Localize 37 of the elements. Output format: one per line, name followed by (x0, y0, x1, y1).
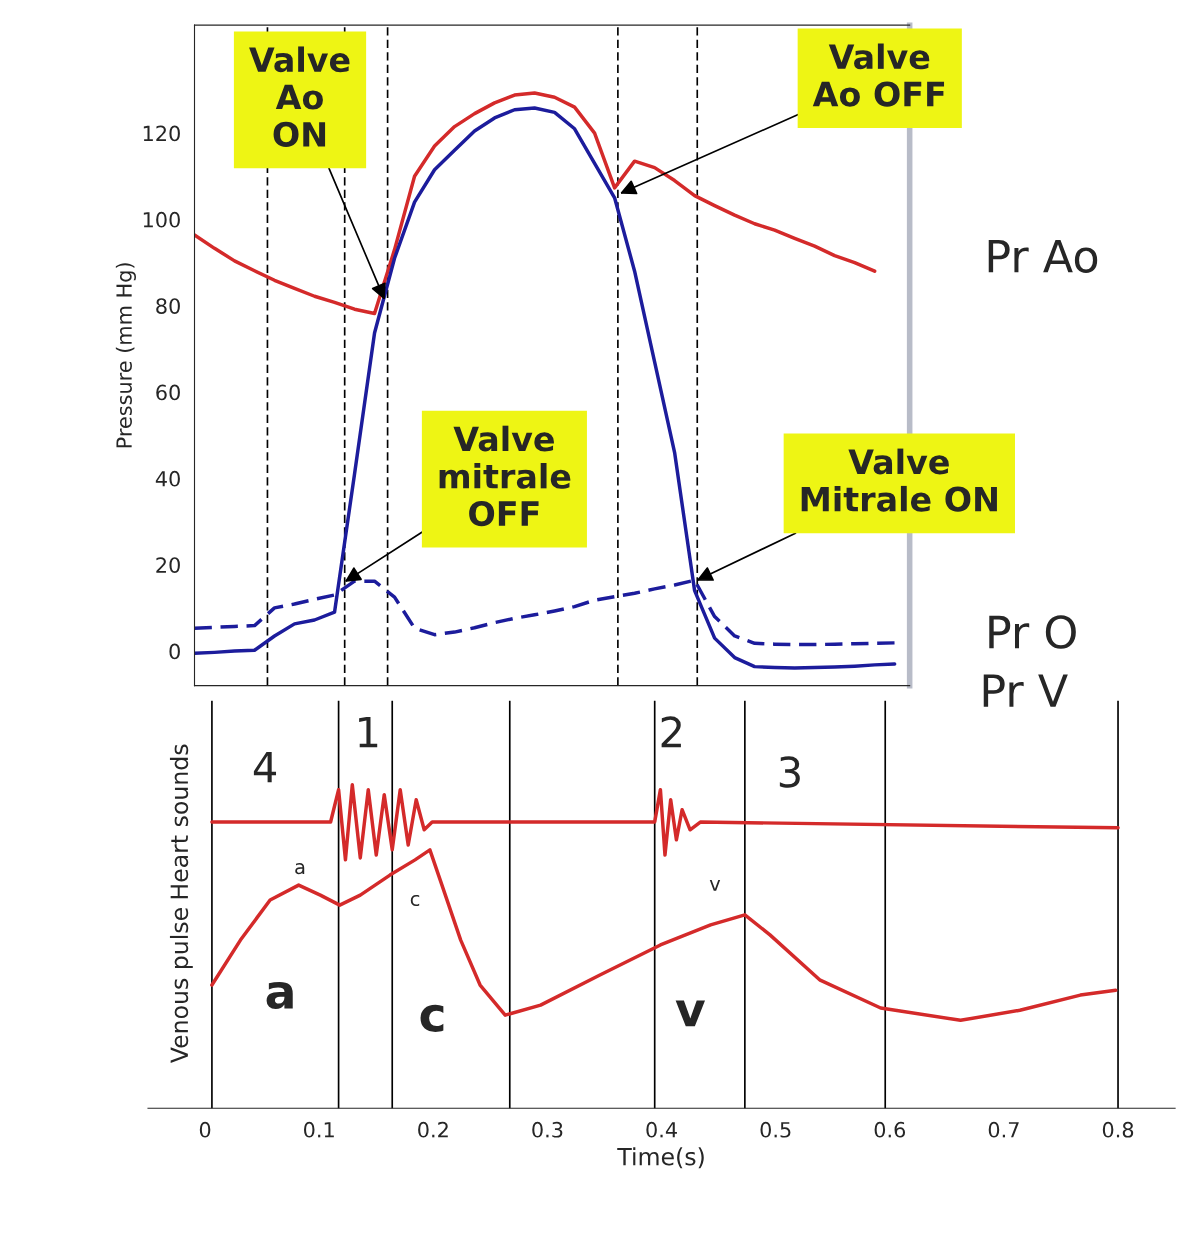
x-tick-label: 0.6 (874, 1121, 906, 1138)
annotation: v (709, 880, 721, 891)
x-tick-label: 0.8 (1102, 1121, 1134, 1138)
x-tick-label: 0 (199, 1121, 211, 1138)
annotation: 3 (779, 756, 800, 788)
annotation: c (420, 1004, 444, 1032)
text: 2 (661, 716, 681, 748)
x-tick-label: 0.7 (988, 1121, 1019, 1138)
x-tick-label: 0.2 (418, 1121, 448, 1138)
x-tick-label: 0.3 (532, 1121, 563, 1138)
annotation: Valve mitrale OFF (439, 425, 571, 527)
text: Pr Ao (988, 239, 1098, 273)
text: Pr V (983, 674, 1068, 707)
text: Venous pulse (169, 908, 193, 1064)
y-tick-label: 100 (143, 211, 180, 228)
x-tick-label: 0.5 (760, 1121, 791, 1138)
y-tick-label: 0 (169, 643, 180, 660)
x-tick-label: 0.1 (304, 1121, 334, 1138)
y-tick-label: 120 (143, 125, 180, 142)
text: 4 (253, 751, 277, 783)
text: 1 (359, 716, 378, 748)
annotation: Valve Mitrale ON (801, 448, 997, 512)
y-tick-label: 40 (155, 470, 180, 487)
annotation: Valve Ao OFF (812, 43, 945, 107)
y-tick-label: 20 (156, 557, 180, 573)
annotation: c (410, 894, 420, 907)
x-tick-label: 0.4 (646, 1121, 677, 1138)
annotation: Valve Ao ON (249, 46, 350, 147)
y-axis-title: Pressure (mm Hg) (115, 263, 136, 448)
annotation: a (266, 981, 293, 1010)
annotation: v (675, 1000, 706, 1027)
x-axis-title: Time(s) (617, 1147, 704, 1169)
annotation: a (295, 863, 305, 875)
text: Heart sounds (169, 744, 189, 899)
y-tick-label: 80 (156, 298, 180, 314)
text: Pr O (989, 615, 1076, 649)
y-tick-label: 60 (156, 384, 180, 401)
